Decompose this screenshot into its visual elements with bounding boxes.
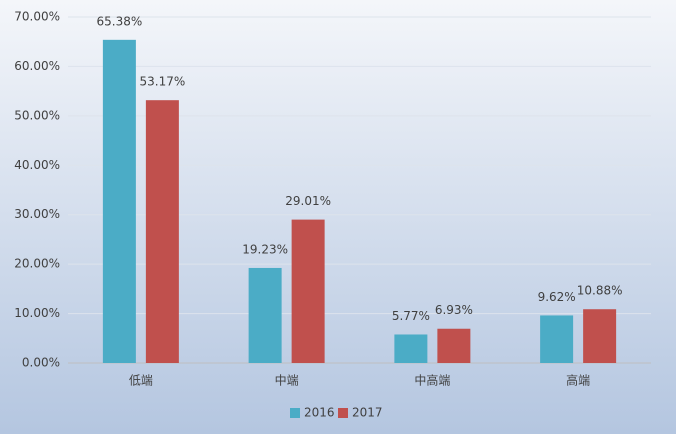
bar	[102, 39, 136, 363]
y-tick-label: 30.00%	[14, 207, 60, 221]
legend-swatch	[338, 408, 348, 418]
bar	[291, 219, 325, 363]
value-label: 10.88%	[577, 284, 623, 298]
y-tick-label: 40.00%	[14, 158, 60, 172]
legend-swatch	[290, 408, 300, 418]
x-tick-label: 低端	[129, 374, 153, 388]
legend-label: 2017	[352, 406, 383, 420]
bar	[437, 328, 471, 363]
bar	[540, 315, 574, 363]
bar	[145, 100, 179, 363]
y-tick-label: 0.00%	[22, 356, 60, 370]
x-tick-label: 中高端	[414, 373, 450, 388]
x-tick-label: 中端	[275, 373, 299, 388]
y-tick-label: 60.00%	[14, 59, 60, 73]
value-label: 19.23%	[242, 242, 288, 256]
value-label: 65.38%	[96, 14, 142, 28]
value-label: 29.01%	[285, 194, 331, 208]
y-tick-label: 20.00%	[14, 257, 60, 271]
legend-label: 2016	[304, 406, 335, 420]
y-tick-label: 50.00%	[14, 108, 60, 122]
value-label: 53.17%	[139, 75, 185, 89]
x-tick-label: 高端	[566, 373, 590, 388]
value-label: 9.62%	[538, 290, 576, 304]
bar	[583, 309, 617, 363]
value-label: 5.77%	[392, 309, 430, 323]
bar	[394, 334, 428, 363]
y-tick-label: 10.00%	[14, 306, 60, 320]
y-tick-label: 70.00%	[14, 10, 60, 24]
value-label: 6.93%	[435, 303, 473, 317]
bar	[248, 267, 282, 363]
